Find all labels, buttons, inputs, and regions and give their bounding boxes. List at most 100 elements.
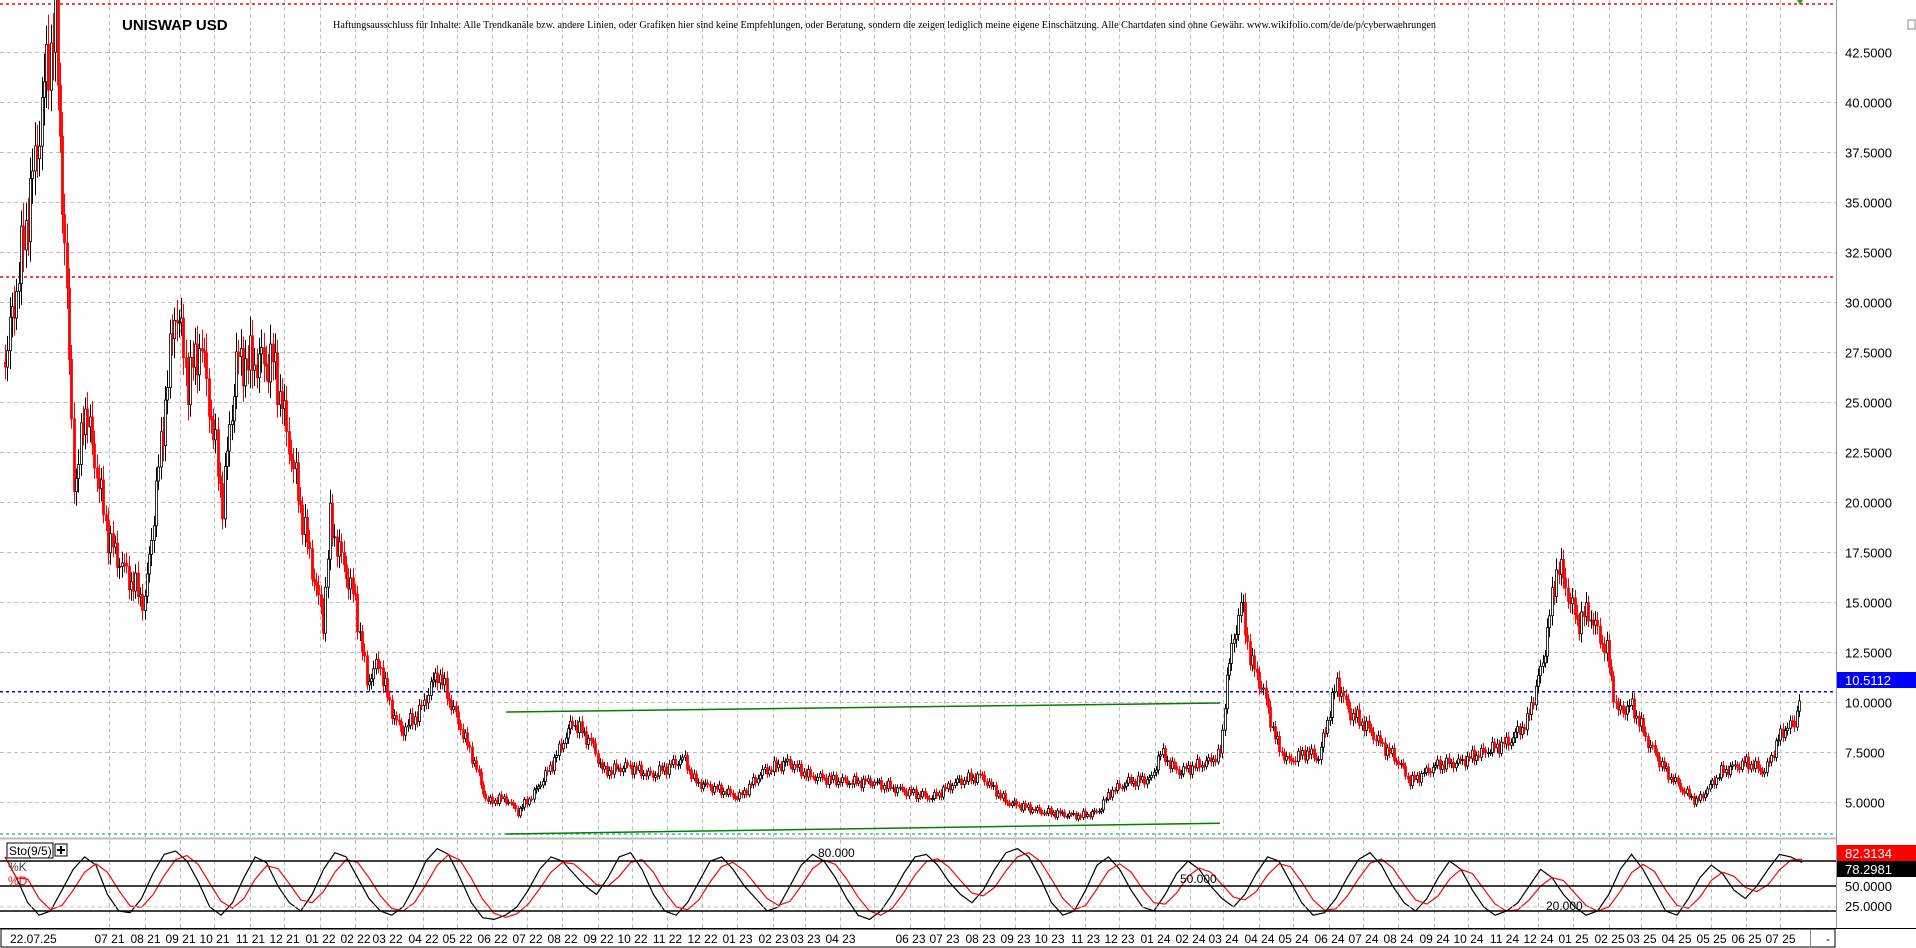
candle-down [640, 764, 643, 777]
candle-up [1500, 741, 1503, 754]
candle-up [1329, 717, 1332, 721]
d-last-label: 82.3134 [1845, 846, 1892, 861]
candle-down [999, 792, 1002, 799]
candle-up [1326, 719, 1329, 734]
candle-up [333, 536, 336, 539]
y-tick-label: 12.5000 [1845, 646, 1892, 661]
candle-down [960, 778, 963, 786]
candle-down [1290, 758, 1293, 762]
candle-down [1667, 766, 1670, 780]
candle-down [1681, 788, 1684, 792]
candles [4, 0, 1801, 822]
candle-up [1047, 808, 1050, 814]
y-tick-label: 10.0000 [1845, 696, 1892, 711]
candle-down [455, 706, 458, 713]
candle-down [835, 774, 838, 786]
candle-up [759, 774, 762, 780]
candle-up [1784, 730, 1787, 738]
trendline [506, 822, 1220, 835]
candle-down [219, 475, 222, 485]
candle-down [379, 667, 382, 669]
candle-up [647, 770, 650, 777]
candle-up [1127, 776, 1130, 784]
candle-up [43, 81, 46, 98]
candle-up [713, 785, 716, 793]
candle-down [1679, 782, 1682, 790]
candle-up [1704, 793, 1707, 799]
candle-up [1411, 774, 1414, 787]
candle-down [1095, 810, 1098, 813]
candle-up [1521, 727, 1524, 735]
candle-up [233, 396, 236, 422]
candle-down [386, 678, 389, 698]
candle-down [1164, 748, 1167, 762]
candle-up [668, 763, 671, 775]
candle-down [901, 786, 904, 790]
candle-down [1793, 720, 1796, 728]
k-last-label: 78.2981 [1845, 862, 1892, 877]
x-tick-label: 04 22 [408, 932, 438, 946]
candle-down [297, 462, 300, 502]
candle-down [331, 502, 334, 538]
x-tick-label: 05 25 [1696, 932, 1726, 946]
candle-down [1658, 756, 1661, 768]
candle-up [407, 724, 410, 728]
candle-down [1267, 697, 1270, 708]
candle-down [411, 713, 414, 725]
candle-up [15, 290, 18, 319]
candle-up [1635, 715, 1638, 719]
candle-up [722, 791, 725, 795]
x-tick-label: 02 24 [1175, 932, 1205, 946]
candle-down [22, 225, 25, 251]
candle-down [63, 214, 66, 244]
candle-up [702, 783, 705, 789]
candle-up [553, 757, 556, 772]
candle-down [356, 594, 359, 633]
x-tick-label: 03 24 [1208, 932, 1238, 946]
candle-down [361, 631, 364, 653]
candle-down [1349, 708, 1352, 721]
candle-up [1056, 810, 1059, 818]
y-tick-label: 30.0000 [1845, 296, 1892, 311]
candle-up [931, 798, 934, 800]
last-price-label: 10.5112 [1845, 673, 1891, 688]
candle-down [800, 763, 803, 777]
candle-up [226, 450, 229, 467]
candle-up [542, 781, 545, 786]
candle-up [1779, 728, 1782, 741]
candle-up [533, 789, 536, 800]
candle-up [837, 781, 840, 786]
candle-up [1150, 774, 1153, 779]
candle-down [1759, 768, 1762, 772]
candle-down [1622, 705, 1625, 714]
trendlines [506, 702, 1220, 835]
candle-up [1230, 642, 1233, 664]
candle-down [732, 792, 735, 797]
candle-down [128, 565, 131, 591]
candle-down [450, 700, 453, 711]
candle-up [1731, 764, 1734, 767]
candle-down [889, 780, 892, 789]
panel-collapse-button[interactable] [1907, 19, 1916, 30]
candle-down [448, 698, 451, 702]
y-tick-label: 25.0000 [1845, 396, 1892, 411]
candle-down [1038, 807, 1041, 811]
indicator-label-box[interactable] [6, 842, 54, 859]
candle-up [1709, 783, 1712, 790]
candle-up [1489, 752, 1492, 754]
candle-up [681, 756, 684, 761]
candle-down [1253, 655, 1256, 670]
candle-up [1180, 773, 1183, 776]
candle-down [1407, 775, 1410, 780]
y-tick-label: 37.5000 [1845, 146, 1892, 161]
candle-down [674, 759, 677, 766]
candle-up [587, 737, 590, 745]
candle-up [1191, 765, 1194, 775]
candle-down [1246, 634, 1249, 643]
candle-up [565, 737, 568, 744]
x-tick-label: 10 22 [617, 932, 647, 946]
candle-down [141, 594, 144, 611]
candle-up [146, 573, 149, 597]
candle-up [537, 786, 540, 790]
